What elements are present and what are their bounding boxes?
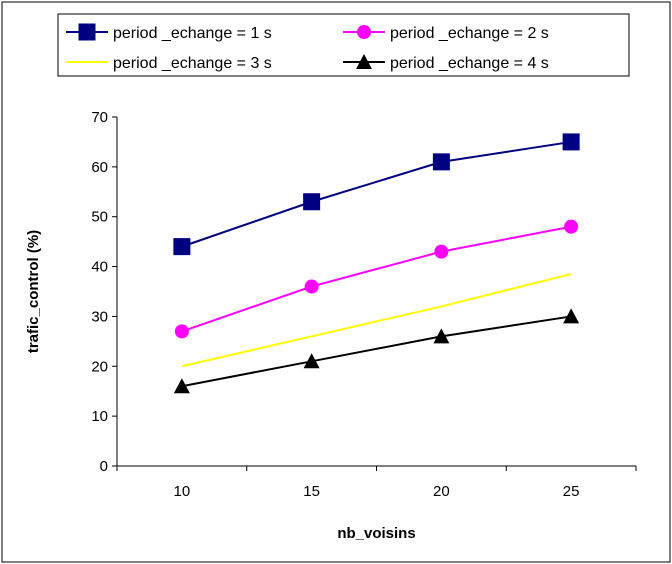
data-point	[562, 133, 580, 151]
series-3	[181, 273, 572, 368]
legend-marker	[357, 25, 371, 39]
data-point	[564, 219, 579, 234]
data-point	[303, 353, 320, 369]
data-point	[303, 193, 321, 211]
legend-label: period _echange = 3 s	[113, 55, 272, 72]
legend-marker	[78, 23, 96, 41]
y-axis-title: trafic_control (%)	[25, 230, 42, 353]
x-tick-label: 10	[174, 483, 191, 500]
x-tick-label: 15	[303, 483, 320, 500]
legend-label: period _echange = 1 s	[113, 25, 272, 42]
legend-box	[57, 13, 630, 77]
series-2	[174, 219, 579, 339]
data-point	[434, 244, 449, 259]
x-tick-label: 25	[563, 483, 580, 500]
series-4	[173, 308, 580, 394]
y-tick-label: 70	[91, 109, 108, 126]
legend-item: period _echange = 1 s	[66, 23, 272, 42]
y-tick-label: 40	[91, 259, 108, 276]
y-tick-label: 20	[91, 358, 108, 375]
y-tick-label: 50	[91, 209, 108, 226]
legend-label: period _echange = 2 s	[390, 25, 549, 42]
y-tick-label: 30	[91, 308, 108, 325]
legend-item: period _echange = 3 s	[66, 55, 272, 72]
series-layer	[173, 133, 580, 394]
data-point	[433, 328, 450, 344]
legend-item: period _echange = 4 s	[343, 54, 549, 72]
series-1	[173, 133, 580, 256]
series-line	[181, 225, 572, 333]
data-point	[173, 238, 191, 256]
data-point	[563, 308, 580, 324]
x-tick-label: 20	[433, 483, 450, 500]
y-tick-label: 60	[91, 159, 108, 176]
legend-item: period _echange = 2 s	[343, 25, 549, 42]
data-point	[173, 378, 190, 394]
data-point	[304, 279, 319, 294]
data-point	[174, 324, 189, 339]
legend-marker	[356, 54, 372, 69]
series-line	[181, 140, 572, 248]
legend: period _echange = 1 s period _echange = 2…	[57, 13, 630, 77]
data-point	[432, 153, 450, 171]
x-axis-title: nb_voisins	[337, 525, 415, 542]
y-tick-label: 10	[91, 408, 108, 425]
legend-label: period _echange = 4 s	[390, 55, 549, 72]
y-tick-label: 0	[100, 458, 108, 475]
series-line	[181, 273, 572, 368]
axes: 0 10 20 30 40 50 60 70 10 15 20 25	[91, 109, 637, 500]
series-line	[181, 315, 572, 388]
